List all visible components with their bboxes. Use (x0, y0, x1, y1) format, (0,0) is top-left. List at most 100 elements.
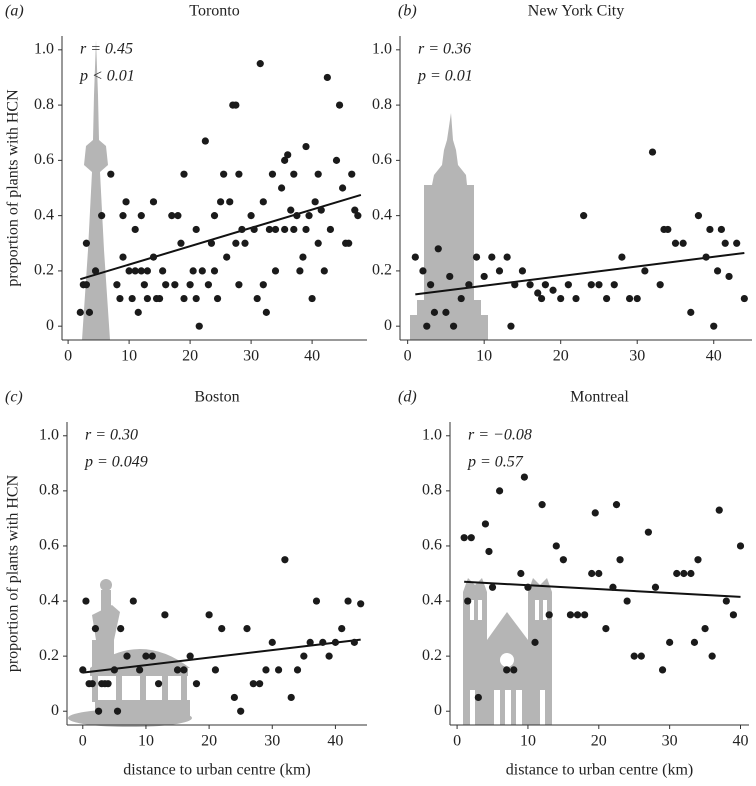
data-point (247, 212, 255, 220)
data-point (434, 245, 442, 253)
panel-label: (a) (5, 3, 24, 20)
data-point (226, 198, 234, 206)
data-point (213, 294, 222, 303)
data-point (740, 294, 748, 303)
data-point (312, 597, 321, 605)
data-point (262, 308, 270, 316)
data-point (411, 253, 419, 261)
data-point (235, 170, 243, 178)
data-point (192, 680, 201, 688)
stat-annotation: r = 0.36 (418, 41, 471, 58)
data-point (156, 294, 164, 303)
data-point (345, 239, 353, 247)
data-point (612, 501, 621, 509)
regression-line (464, 580, 741, 598)
data-point (602, 624, 610, 633)
data-point (325, 652, 333, 660)
data-point (326, 225, 334, 234)
x-tick-label: 30 (264, 733, 280, 750)
data-point (419, 267, 427, 275)
data-point (308, 294, 316, 303)
data-point (180, 170, 188, 178)
data-point (281, 225, 289, 234)
data-point (715, 506, 723, 514)
data-point (625, 294, 634, 303)
data-point (733, 239, 741, 247)
data-point (713, 267, 722, 275)
data-point (237, 707, 245, 715)
data-point (177, 239, 185, 247)
data-point (474, 693, 482, 702)
data-point (91, 624, 100, 633)
data-point (465, 281, 473, 289)
data-point (549, 286, 557, 294)
data-point (460, 534, 468, 542)
data-point (351, 206, 359, 214)
data-point (673, 569, 681, 578)
data-point (559, 556, 567, 564)
data-point (293, 212, 301, 220)
stat-annotation: r = 0.45 (80, 41, 133, 58)
data-point (464, 597, 472, 605)
stat-annotation: p = 0.049 (84, 454, 148, 471)
data-point (644, 528, 652, 536)
notre-dame-silhouette (463, 578, 552, 725)
data-point (137, 212, 145, 220)
y-tick-label: 0 (51, 702, 59, 719)
data-point (210, 212, 219, 220)
data-point (332, 156, 341, 164)
data-point (268, 638, 276, 646)
y-tick-label: 0.6 (34, 151, 54, 168)
data-point (319, 638, 327, 646)
data-point (708, 652, 716, 660)
panel-label: (d) (398, 389, 417, 406)
data-point (186, 281, 194, 289)
data-point (278, 184, 286, 192)
x-tick-label: 10 (138, 733, 154, 750)
data-point (98, 212, 106, 220)
y-tick-label: 0.2 (39, 647, 59, 664)
data-point (517, 569, 525, 578)
y-tick-label: 1.0 (372, 40, 392, 57)
data-point (271, 225, 280, 234)
data-point (274, 666, 283, 674)
data-point (524, 583, 532, 591)
data-point (91, 267, 100, 275)
x-axis-label: distance to urban centre (km) (123, 762, 310, 779)
y-tick-label: 0.8 (39, 482, 59, 499)
data-point (284, 151, 292, 159)
data-point (564, 281, 572, 289)
data-point (140, 281, 148, 289)
data-point (694, 556, 702, 564)
data-point (588, 569, 596, 578)
data-point (354, 212, 362, 220)
x-tick-label: 40 (304, 348, 320, 365)
data-point (423, 322, 431, 330)
data-point (122, 198, 130, 206)
cn-tower-silhouette (82, 40, 110, 340)
data-point (300, 652, 308, 660)
y-tick-label: 0.8 (34, 96, 54, 113)
data-point (610, 281, 618, 289)
data-point (633, 294, 641, 303)
x-tick-label: 20 (553, 348, 569, 365)
data-point (495, 487, 504, 495)
x-tick-label: 0 (453, 733, 461, 750)
data-point (350, 638, 358, 646)
data-point (287, 693, 295, 702)
data-point (293, 666, 302, 674)
data-point (287, 206, 295, 214)
data-point (238, 225, 246, 234)
data-point (694, 212, 703, 220)
regression-line (82, 638, 361, 674)
x-tick-label: 20 (591, 733, 607, 750)
data-point (495, 267, 504, 275)
data-point (131, 225, 139, 234)
panel-title: Montreal (570, 389, 629, 406)
data-point (210, 267, 219, 275)
data-point (430, 308, 439, 316)
data-point (232, 239, 240, 247)
data-point (174, 212, 182, 220)
x-tick-label: 10 (476, 348, 492, 365)
data-point (205, 611, 213, 619)
